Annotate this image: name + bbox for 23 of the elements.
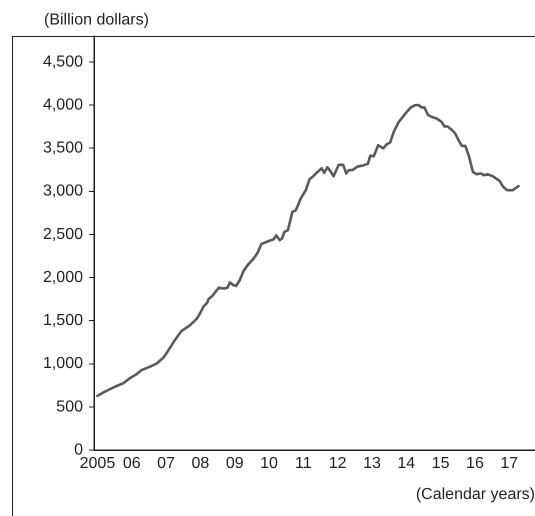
x-tick-label: 15 [432, 455, 450, 472]
x-tick-label: 10 [260, 455, 278, 472]
x-tick-label: 11 [295, 455, 312, 472]
x-tick-label: 07 [157, 455, 176, 472]
y-tick-label: 500 [56, 398, 84, 416]
x-tick-label: 09 [226, 455, 244, 472]
x-tick-label: 06 [122, 455, 141, 472]
x-tick-label: 17 [500, 455, 518, 472]
y-tick-label: 2,500 [42, 226, 84, 243]
y-tick-label: 1,000 [42, 355, 84, 372]
x-tick-label: 13 [363, 455, 381, 472]
x-tick-label: 08 [191, 455, 210, 472]
x-tick-label: 12 [328, 455, 347, 472]
y-tick-label: 1,500 [42, 312, 84, 330]
y-tick-label: 4,000 [42, 96, 84, 114]
y-tick-label: 3,500 [42, 140, 84, 157]
x-tick-label: 16 [466, 455, 484, 472]
y-axis-title: (Billion dollars) [44, 11, 149, 28]
x-tick-label: 14 [397, 455, 416, 472]
y-tick-label: 4,500 [42, 53, 84, 70]
y-tick-label: 3,000 [42, 182, 84, 200]
x-axis-title: (Calendar years) [416, 486, 535, 503]
y-tick-label: 2,000 [42, 268, 84, 286]
